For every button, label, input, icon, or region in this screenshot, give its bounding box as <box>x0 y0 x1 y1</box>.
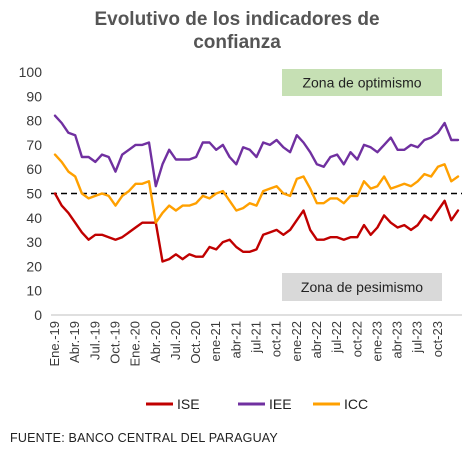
y-axis-layer: 0 10 20 30 40 50 60 70 80 90 100 <box>19 64 462 323</box>
y-tick-label: 30 <box>26 234 42 250</box>
x-tick-label: oct-21 <box>269 321 284 357</box>
chart-title-line-1: Evolutivo de los indicadores de <box>94 9 380 30</box>
x-tick-label: Abr.-20 <box>148 321 163 363</box>
y-tick-label: 0 <box>34 307 42 323</box>
chart-title: Evolutivo de los indicadores de confianz… <box>0 8 474 54</box>
x-tick-label: jul-22 <box>329 321 344 354</box>
x-tick-label: jul-23 <box>410 321 425 354</box>
x-axis-layer: Ene.-19 Abr.-19 Jul.-19 Oct.-19 Ene.-20 Abr.-… <box>47 321 445 367</box>
zone-label-2: Zona de pesimismo <box>301 279 423 295</box>
x-tick-label: Oct.-20 <box>188 321 203 364</box>
x-tick-label: Ene.-19 <box>47 321 62 367</box>
x-tick-label: Ene.-20 <box>128 321 143 367</box>
y-tick-label: 50 <box>26 186 42 202</box>
legend-label-icc: ICC <box>344 396 368 412</box>
series-layer <box>51 114 462 263</box>
x-tick-label: abr-21 <box>228 321 243 359</box>
y-tick-label: 80 <box>26 113 42 129</box>
zone-box-1 <box>282 69 442 96</box>
zone-box-2 <box>282 273 442 301</box>
x-tick-label: oct-22 <box>349 321 364 357</box>
legend: ISE IEE ICC <box>146 396 368 412</box>
x-tick-label: Oct.-19 <box>108 321 123 364</box>
source-note: FUENTE: BANCO CENTRAL DEL PARAGUAY <box>10 431 278 445</box>
zone-label-1: Zona de optimismo <box>302 75 421 91</box>
x-tick-label: ene-22 <box>289 321 304 361</box>
x-tick-label: Abr.-19 <box>67 321 82 363</box>
y-tick-label: 10 <box>26 283 42 299</box>
series-line-ise <box>53 192 460 263</box>
x-tick-label: Jul.-19 <box>87 321 102 360</box>
x-tick-label: Jul.-20 <box>168 321 183 360</box>
y-tick-label: 20 <box>26 258 42 274</box>
chart-title-line-2: confianza <box>193 32 281 53</box>
y-tick-label: 100 <box>19 64 43 80</box>
x-tick-label: ene-21 <box>208 321 223 361</box>
zones-layer: Zona de optimismo Zona de pesimismo <box>282 69 442 301</box>
x-tick-label: abr-22 <box>309 321 324 359</box>
x-tick-label: abr-23 <box>390 321 405 359</box>
legend-label-iee: IEE <box>269 396 292 412</box>
y-tick-label: 60 <box>26 161 42 177</box>
series-line-iee <box>53 114 460 188</box>
y-tick-label: 40 <box>26 210 42 226</box>
x-tick-label: ene-23 <box>369 321 384 361</box>
y-tick-label: 90 <box>26 88 42 104</box>
y-tick-label: 70 <box>26 137 42 153</box>
legend-label-ise: ISE <box>177 396 200 412</box>
x-tick-label: oct-23 <box>430 321 445 357</box>
series-line-icc <box>53 153 460 224</box>
x-tick-label: jul-21 <box>249 321 264 354</box>
